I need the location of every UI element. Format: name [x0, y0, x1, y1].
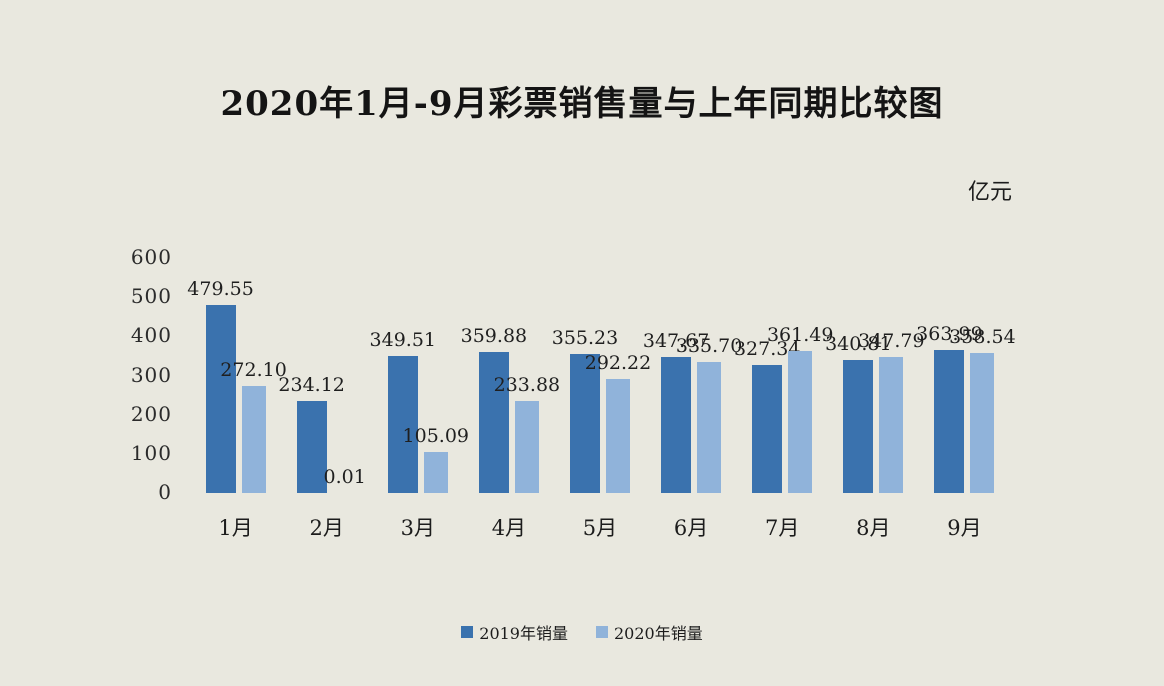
x-tick-label-7月: 7月 — [765, 516, 800, 540]
legend-swatch — [461, 626, 474, 638]
data-label-2019年销量-1月: 479.55 — [187, 278, 254, 301]
data-label-2019年销量-3月: 349.51 — [369, 329, 437, 352]
y-tick-label: 500 — [130, 283, 172, 308]
bar-2020年销量-3月: 105.09 — [403, 425, 469, 493]
bar-2020年销量-6月: 335.70 — [676, 335, 742, 493]
bar-2020年销量-4月: 233.88 — [494, 374, 560, 493]
data-label-2020年销量-8月: 347.79 — [858, 329, 925, 352]
legend: 2019年销量 2020年销量 — [0, 620, 1164, 644]
bar-2019年销量-2月: 234.12 — [278, 374, 345, 493]
bar-group-7月: 327.34 361.49 — [734, 258, 833, 493]
bar-2019年销量-1月: 479.55 — [187, 278, 254, 493]
x-tick-label-9月: 9月 — [947, 516, 982, 540]
legend-item-2019年销量: 2019年销量 — [461, 620, 568, 644]
plot-area: 479.55 272.10 234.12 0.01 349.51 105.09 359.88… — [187, 258, 1016, 493]
data-label-2019年销量-7月: 327.34 — [733, 337, 801, 360]
data-label-2019年销量-4月: 359.88 — [460, 325, 528, 348]
bar-2019年销量-9月: 363.99 — [916, 323, 983, 493]
x-tick-label-3月: 3月 — [400, 516, 435, 540]
bar-2019年销量-5月: 355.23 — [552, 327, 618, 493]
unit-label: 亿元 — [967, 180, 1012, 205]
y-tick-label: 200 — [130, 401, 172, 426]
x-tick-label-1月: 1月 — [218, 516, 253, 540]
data-label-2020年销量-1月: 272.10 — [220, 359, 287, 382]
data-label-2019年销量-8月: 340.81 — [825, 332, 892, 355]
data-label-2020年销量-6月: 335.70 — [675, 334, 743, 357]
bar-group-3月: 349.51 105.09 — [370, 258, 469, 493]
bar-2020年销量-9月: 358.54 — [949, 326, 1016, 493]
bar-2019年销量-6月: 347.67 — [643, 330, 709, 493]
bar-group-1月: 479.55 272.10 — [187, 258, 287, 493]
bar-group-5月: 355.23 292.22 — [552, 258, 651, 493]
bar-2020年销量-7月: 361.49 — [767, 324, 833, 493]
legend-label: 2020年销量 — [614, 624, 703, 643]
bar-group-8月: 340.81 347.79 — [825, 258, 925, 493]
x-tick-label-5月: 5月 — [582, 516, 618, 540]
data-label-2020年销量-5月: 292.22 — [584, 351, 652, 374]
bar-2020年销量-1月: 272.10 — [220, 359, 287, 493]
y-tick-label: 0 — [158, 479, 172, 504]
bar-2019年销量-3月: 349.51 — [370, 329, 436, 493]
chart-title: 2020年1月-9月彩票销售量与上年同期比较图 — [220, 84, 944, 124]
x-tick-label-8月: 8月 — [856, 516, 891, 540]
y-axis: 0 100 200 300 400 500 600 — [118, 245, 178, 504]
data-label-2020年销量-2月: 0.01 — [323, 466, 366, 488]
bar-2019年销量-7月: 327.34 — [734, 338, 800, 493]
bar-2019年销量-8月: 340.81 — [825, 333, 892, 493]
bar-2020年销量-5月: 292.22 — [585, 352, 651, 493]
data-label-2020年销量-7月: 361.49 — [766, 324, 834, 347]
data-label-2019年销量-6月: 347.67 — [642, 329, 710, 352]
legend-label: 2019年销量 — [479, 624, 568, 643]
bar-group-9月: 363.99 358.54 — [916, 258, 1016, 493]
bar-2019年销量-4月: 359.88 — [461, 325, 527, 493]
data-label-2020年销量-3月: 105.09 — [402, 424, 470, 447]
data-label-2019年销量-9月: 363.99 — [916, 323, 983, 346]
bar-group-4月: 359.88 233.88 — [461, 258, 560, 493]
x-tick-label-2月: 2月 — [309, 516, 344, 540]
bar-group-2月: 234.12 0.01 — [278, 258, 372, 493]
bar-group-6月: 347.67 335.70 — [643, 258, 742, 493]
y-tick-label: 600 — [130, 244, 172, 269]
data-label-2020年销量-9月: 358.54 — [949, 325, 1016, 348]
bar-2020年销量-8月: 347.79 — [858, 330, 925, 493]
legend-swatch — [596, 626, 608, 638]
data-label-2019年销量-2月: 234.12 — [278, 374, 345, 397]
data-label-2019年销量-5月: 355.23 — [551, 326, 619, 349]
x-tick-label-6月: 6月 — [673, 516, 709, 540]
legend-item-2020年销量: 2020年销量 — [596, 620, 703, 644]
x-tick-label-4月: 4月 — [491, 516, 527, 540]
y-tick-label: 400 — [130, 323, 172, 348]
y-tick-label: 300 — [130, 362, 172, 387]
y-tick-label: 100 — [130, 440, 172, 465]
x-axis: 1月 2月 3月 4月 5月 6月 7月 8月 9月 — [190, 512, 1010, 542]
data-label-2020年销量-4月: 233.88 — [493, 374, 561, 397]
